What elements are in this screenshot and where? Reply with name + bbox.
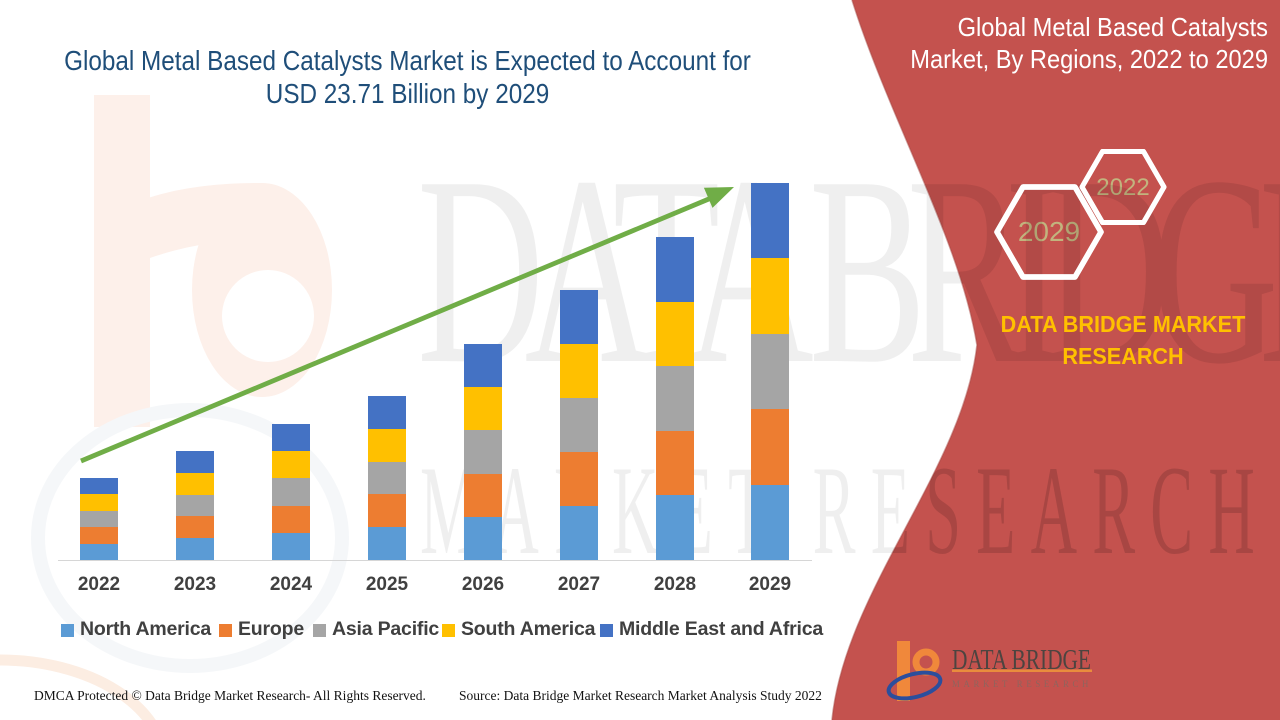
svg-text:2029: 2029 <box>1018 216 1080 247</box>
svg-text:MARKET RESEARCH: MARKET RESEARCH <box>952 680 1092 690</box>
svg-text:2022: 2022 <box>1096 174 1149 201</box>
svg-text:MARKET RESEARCH: MARKET RESEARCH <box>420 441 1270 581</box>
